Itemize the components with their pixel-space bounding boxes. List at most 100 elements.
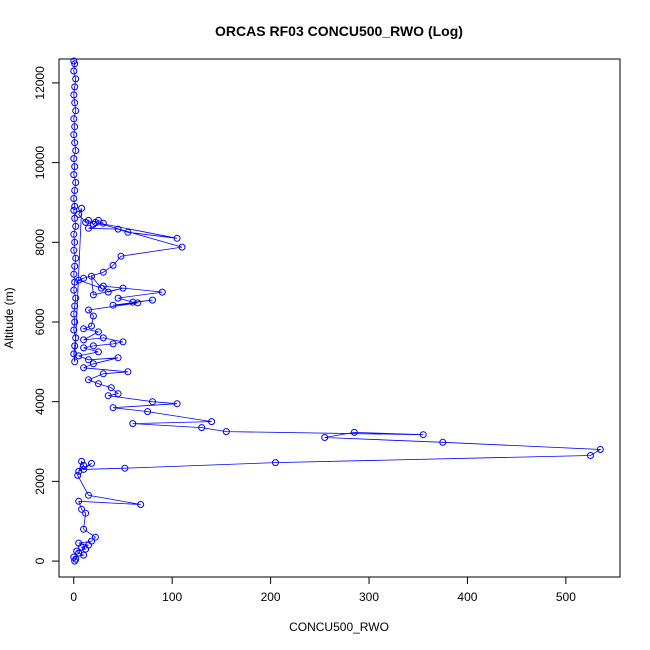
data-point bbox=[70, 171, 78, 179]
data-point bbox=[587, 452, 594, 459]
data-point bbox=[439, 438, 447, 446]
data-point bbox=[71, 238, 79, 246]
data-point bbox=[109, 404, 117, 412]
data-point bbox=[80, 344, 88, 352]
data-point bbox=[80, 325, 88, 333]
data-point bbox=[80, 336, 88, 344]
y-tick-label: 6000 bbox=[33, 308, 47, 335]
plot-frame bbox=[58, 58, 621, 578]
data-point bbox=[85, 376, 92, 384]
x-tick-label: 200 bbox=[261, 590, 281, 604]
data-point bbox=[119, 338, 127, 346]
data-point bbox=[99, 282, 107, 290]
data-point bbox=[71, 187, 79, 194]
x-tick-label: 400 bbox=[457, 590, 477, 604]
x-tick-label: 100 bbox=[162, 590, 182, 604]
y-axis: 0 2000 4000 6000 8000 10000 12000 bbox=[33, 66, 60, 564]
data-point bbox=[88, 459, 95, 467]
data-point bbox=[88, 322, 95, 330]
data-point bbox=[72, 179, 80, 186]
data-point bbox=[104, 392, 112, 400]
data-point bbox=[71, 302, 79, 310]
data-point bbox=[72, 294, 80, 302]
data-point bbox=[70, 553, 78, 561]
data-point bbox=[78, 457, 86, 465]
data-point bbox=[114, 225, 122, 233]
series-line bbox=[73, 60, 602, 562]
data-point bbox=[173, 234, 181, 242]
data-point bbox=[70, 270, 78, 278]
data-point bbox=[114, 294, 122, 302]
data-point bbox=[124, 368, 132, 376]
x-tick-label: 0 bbox=[70, 590, 77, 604]
data-point bbox=[85, 306, 92, 314]
data-point bbox=[72, 222, 80, 230]
data-point bbox=[94, 380, 102, 388]
data-point bbox=[119, 284, 127, 292]
data-point bbox=[124, 228, 132, 236]
y-tick-label: 8000 bbox=[33, 229, 47, 256]
data-point bbox=[89, 342, 97, 350]
data-point bbox=[70, 115, 78, 123]
data-point bbox=[71, 557, 79, 565]
data-point bbox=[74, 471, 82, 479]
data-point bbox=[70, 195, 78, 202]
y-axis-label: Altitude (m) bbox=[2, 287, 16, 348]
data-point bbox=[99, 268, 107, 276]
data-point bbox=[82, 509, 90, 517]
data-point bbox=[89, 220, 97, 228]
data-point bbox=[121, 464, 129, 472]
data-point bbox=[107, 384, 115, 392]
data-point bbox=[78, 505, 86, 513]
data-point bbox=[71, 60, 79, 68]
data-point bbox=[72, 107, 80, 115]
data-point bbox=[71, 262, 79, 270]
data-point bbox=[137, 501, 145, 508]
data-point bbox=[114, 390, 122, 398]
data-point bbox=[70, 131, 78, 139]
data-point bbox=[71, 202, 79, 210]
data-point bbox=[71, 123, 79, 131]
y-tick-label: 0 bbox=[33, 557, 47, 564]
data-point bbox=[75, 467, 83, 475]
data-point bbox=[78, 204, 86, 212]
data-point bbox=[104, 288, 112, 296]
data-point bbox=[85, 216, 92, 224]
data-point bbox=[109, 340, 117, 348]
y-tick-label: 10000 bbox=[33, 146, 47, 180]
data-point bbox=[178, 243, 186, 251]
data-point bbox=[70, 286, 78, 294]
data-point bbox=[321, 434, 329, 441]
y-tick-label: 4000 bbox=[33, 388, 47, 415]
data-point bbox=[419, 431, 427, 439]
data-point bbox=[149, 398, 156, 406]
data-point bbox=[144, 408, 152, 416]
data-point bbox=[78, 543, 86, 551]
x-axis-label: CONCU500_RWO bbox=[289, 620, 389, 634]
data-point bbox=[149, 296, 156, 304]
data-point bbox=[99, 219, 107, 227]
data-point bbox=[99, 334, 107, 342]
data-point bbox=[70, 57, 78, 65]
data-point bbox=[75, 276, 83, 284]
data-point bbox=[70, 155, 78, 163]
x-axis: 0 100 200 300 400 500 bbox=[70, 576, 576, 604]
data-point bbox=[73, 547, 81, 555]
data-point bbox=[71, 214, 79, 222]
data-point bbox=[208, 418, 216, 426]
data-point bbox=[70, 326, 78, 334]
data-point bbox=[75, 210, 83, 218]
data-point bbox=[85, 224, 92, 232]
data-point bbox=[89, 312, 97, 320]
data-point bbox=[89, 360, 97, 368]
data-point bbox=[99, 370, 107, 378]
data-point bbox=[222, 428, 230, 436]
data-point bbox=[75, 497, 83, 505]
data-point bbox=[272, 459, 279, 467]
data-point bbox=[71, 99, 79, 107]
data-point bbox=[80, 461, 88, 469]
data-point bbox=[129, 420, 137, 428]
data-point bbox=[158, 288, 166, 296]
data-point bbox=[198, 424, 206, 432]
data-point bbox=[72, 334, 80, 342]
